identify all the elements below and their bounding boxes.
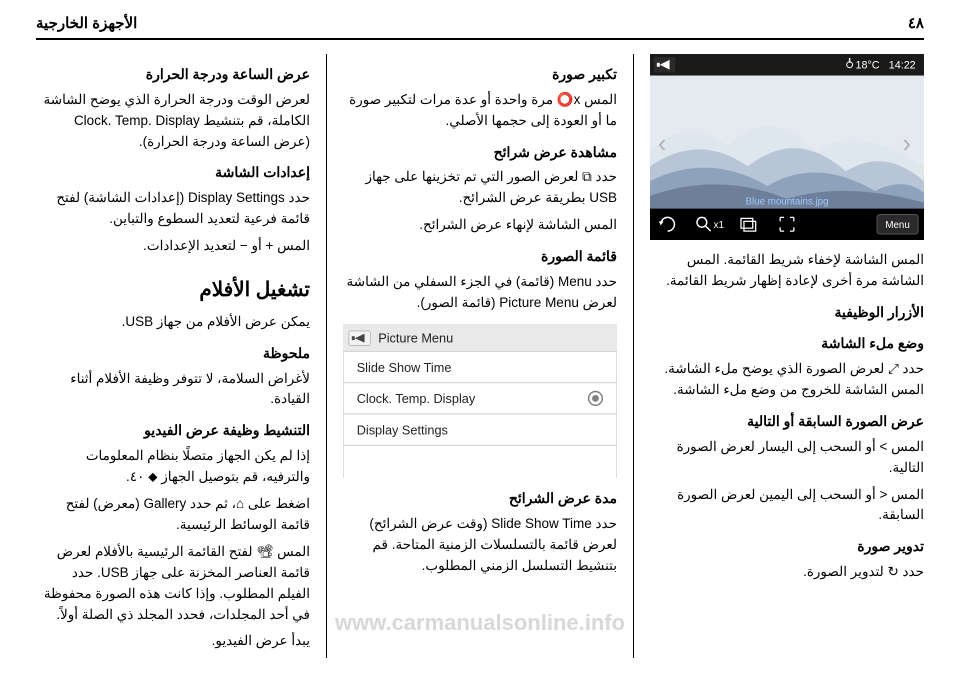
next-arrow-icon[interactable]: › [902, 130, 910, 158]
h-display: إعدادات الشاشة [36, 162, 310, 184]
prev-arrow-icon[interactable]: ‹ [658, 130, 666, 158]
column-2: تكبير صورة المس x⭕ مرة واحدة أو عدة مرات… [327, 54, 634, 658]
svg-text:x1: x1 [714, 220, 724, 231]
h-slideshow: مشاهدة عرض شرائح [343, 142, 617, 164]
column-3: عرض الساعة ودرجة الحرارة لعرض الوقت ودرج… [36, 54, 327, 658]
h-slidetime: مدة عرض الشرائح [343, 488, 617, 510]
photo-caption: Blue mountains.jpg [745, 197, 828, 208]
p-start3: المس 📽 لفتح القائمة الرئيسية بالأفلام لع… [36, 542, 310, 626]
p-start2: اضغط على ⌂، ثم حدد Gallery (معرض) لفتح ق… [36, 494, 310, 536]
photo-viewer-screenshot: 18°C 14:22 ‹ › Blue mountains.jpg [650, 54, 924, 240]
p-display2: المس + أو − لتعديد الإعدادات. [36, 236, 310, 257]
p-prevnext2: المس < أو السحب إلى اليمين لعرض الصورة ا… [650, 485, 924, 527]
menu-title: Picture Menu [378, 330, 453, 345]
col1-p1: المس الشاشة لإخفاء شريط القائمة. المس ال… [650, 250, 924, 292]
p-slideshow2: المس الشاشة لإنهاء عرض الشرائح. [343, 215, 617, 236]
h-note: ملحوظة [36, 343, 310, 365]
p-prevnext1: المس > أو السحب إلى اليسار لعرض الصورة ا… [650, 437, 924, 479]
h-movies: تشغيل الأفلام [36, 275, 310, 306]
h-zoom: تكبير صورة [343, 64, 617, 86]
h-picturemenu: قائمة الصورة [343, 246, 617, 268]
p-note: لأغراض السلامة، لا تتوفر وظيفة الأفلام أ… [36, 369, 310, 411]
p-slideshow1: حدد ⧉ لعرض الصور التي تم تخزينها على جها… [343, 167, 617, 209]
p-fullscreen: حدد ⤢ لعرض الصورة الذي يوضح ملء الشاشة. … [650, 359, 924, 401]
h-start: التنشيط وظيفة عرض الفيديو [36, 420, 310, 442]
svg-text:Menu: Menu [885, 220, 909, 231]
clock-text: 14:22 [889, 60, 916, 72]
menu-row-1[interactable]: Clock. Temp. Display [357, 391, 476, 406]
header-rule [36, 38, 924, 40]
page-number: ٤٨ [908, 14, 924, 32]
menu-row-2[interactable]: Display Settings [357, 422, 448, 437]
p-picturemenu: حدد Menu (قائمة) في الجزء السفلي من الشا… [343, 272, 617, 314]
h-fullscreen: وضع ملء الشاشة [650, 333, 924, 355]
h-rotate: تدوير صورة [650, 536, 924, 558]
menu-row-0[interactable]: Slide Show Time [357, 359, 452, 374]
p-zoom: المس x⭕ مرة واحدة أو عدة مرات لتكبير صور… [343, 90, 617, 132]
p-display1: حدد Display Settings (إعدادات الشاشة) لف… [36, 188, 310, 230]
temp-text: 18°C [855, 60, 879, 72]
column-1: 18°C 14:22 ‹ › Blue mountains.jpg [634, 54, 924, 658]
h-clock: عرض الساعة ودرجة الحرارة [36, 64, 310, 86]
picture-menu-screenshot: Picture Menu Slide Show Time Clock. Temp… [343, 324, 617, 479]
p-clock: لعرض الوقت ودرجة الحرارة الذي يوضح الشاش… [36, 90, 310, 153]
h-prevnext: عرض الصورة السابقة أو التالية [650, 411, 924, 433]
chapter-title: الأجهزة الخارجية [36, 14, 137, 32]
p-slidetime: حدد Slide Show Time (وقت عرض الشرائح) لع… [343, 514, 617, 577]
h-buttons: الأزرار الوظيفية [650, 302, 924, 324]
p-rotate: حدد ↻ لتدوير الصورة. [650, 562, 924, 583]
p-start1: إذا لم يكن الجهاز متصلًا بنظام المعلومات… [36, 446, 310, 488]
p-movies: يمكن عرض الأفلام من جهاز USB. [36, 312, 310, 333]
